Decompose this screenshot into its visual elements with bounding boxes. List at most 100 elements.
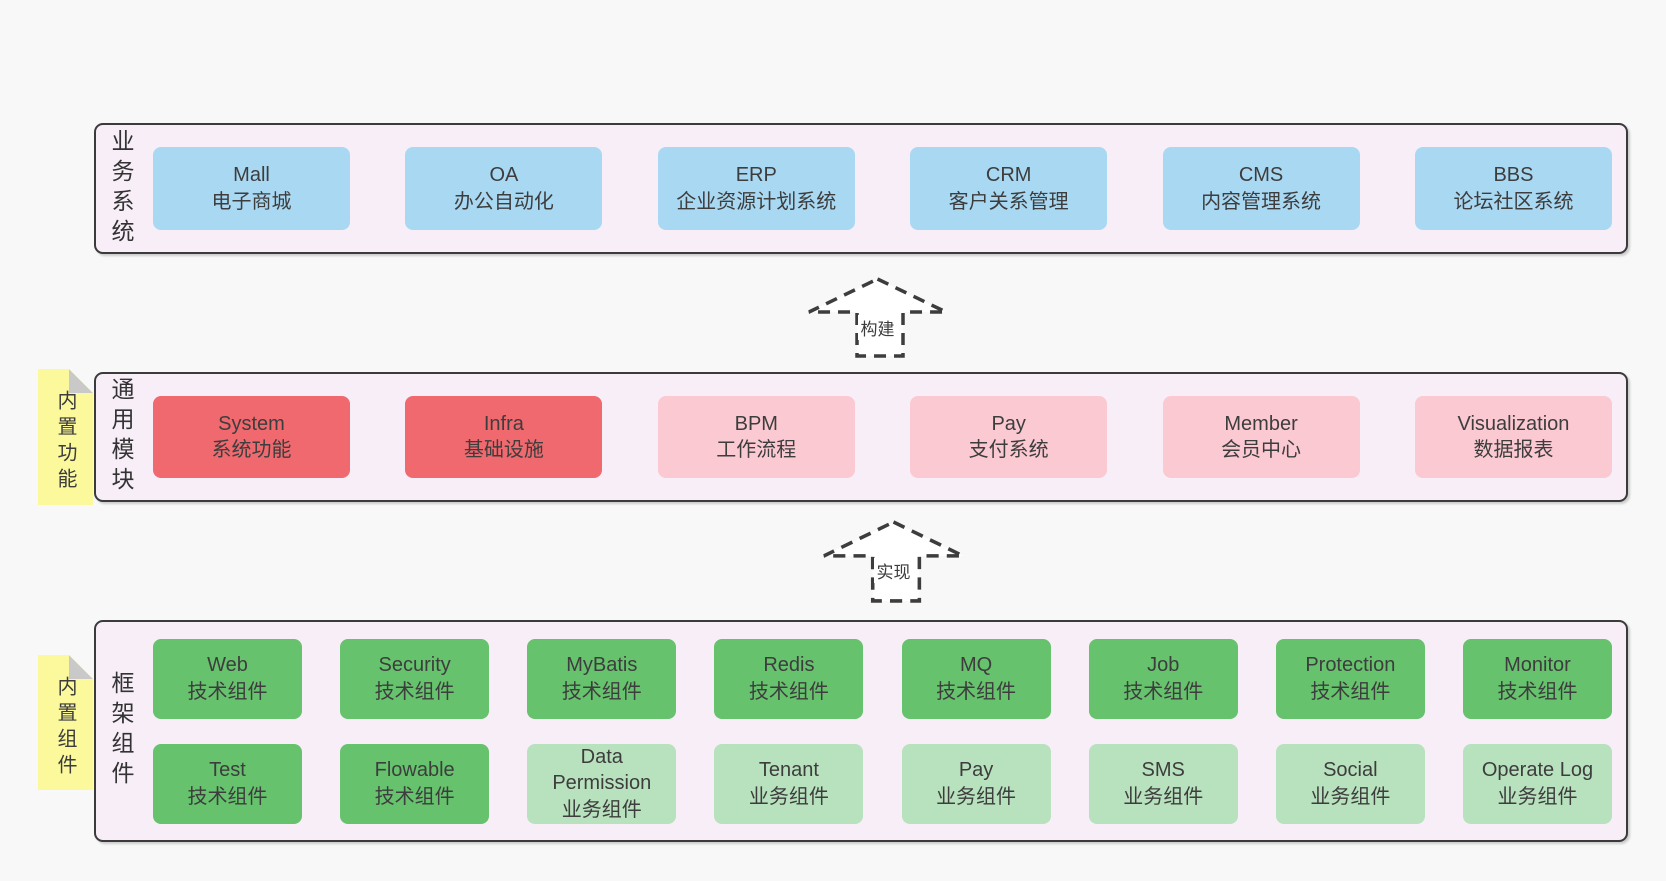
section-common-modules: 通用模块 System 系统功能 Infra 基础设施 BPM 工作流程 Pay 支付系统 Mem… xyxy=(94,372,1628,502)
box-bpm: BPM 工作流程 xyxy=(657,396,855,478)
box-subtitle: 技术组件 xyxy=(748,680,829,703)
section-label-framework-components: 框架组件 xyxy=(108,671,134,791)
box-title: Tenant xyxy=(758,759,819,782)
box-pay: Pay 支付系统 xyxy=(910,396,1108,478)
box-erp: ERP 企业资源计划系统 xyxy=(657,147,855,230)
box-subtitle: 业务组件 xyxy=(1123,785,1204,808)
box-title: CMS xyxy=(1238,164,1284,187)
arrow-label: 构建 xyxy=(857,315,898,340)
box-test: Test 技术组件 xyxy=(153,743,302,824)
box-title: Visualization xyxy=(1457,412,1570,435)
box-title: Security xyxy=(378,654,451,677)
box-title: Web xyxy=(207,654,248,677)
box-subtitle: 业务组件 xyxy=(748,785,829,808)
box-title: Flowable xyxy=(374,759,455,782)
box-subtitle: 技术组件 xyxy=(1497,680,1578,703)
box-social: Social 业务组件 xyxy=(1275,743,1425,824)
box-oa: OA 办公自动化 xyxy=(405,147,603,230)
section-label-business-systems: 业务系统 xyxy=(108,128,134,249)
box-subtitle: 技术组件 xyxy=(1310,680,1391,703)
box-bbs: BBS 论坛社区系统 xyxy=(1414,147,1612,230)
box-title: MyBatis xyxy=(566,654,638,677)
box-subtitle: 支付系统 xyxy=(968,439,1049,461)
box-row: Web 技术组件 Security 技术组件 MyBatis 技术组件 Redis 技术组件 M… xyxy=(153,638,1612,719)
box-tenant: Tenant 业务组件 xyxy=(714,743,864,824)
box-job: Job 技术组件 xyxy=(1088,638,1238,719)
box-title: Member xyxy=(1224,412,1298,435)
box-security: Security 技术组件 xyxy=(340,638,490,719)
box-title: Monitor xyxy=(1504,654,1571,677)
arrow-label: 实现 xyxy=(873,558,914,583)
box-subtitle: 业务组件 xyxy=(1310,785,1391,808)
box-subtitle: 业务组件 xyxy=(1497,785,1578,808)
section-rows: Web 技术组件 Security 技术组件 MyBatis 技术组件 Redis 技术组件 M… xyxy=(134,622,1626,840)
section-label-common-modules: 通用模块 xyxy=(108,377,134,497)
box-subtitle: 客户关系管理 xyxy=(948,190,1069,213)
section-rows: Mall 电子商城 OA 办公自动化 ERP 企业资源计划系统 CRM 客户关系管理 CMS 内容… xyxy=(134,125,1626,252)
box-pay: Pay 业务组件 xyxy=(901,743,1051,824)
box-web: Web 技术组件 xyxy=(153,638,302,719)
box-title: Social xyxy=(1323,759,1378,782)
box-title: ERP xyxy=(735,164,777,187)
box-subtitle: 技术组件 xyxy=(374,680,455,703)
box-title: Job xyxy=(1147,654,1180,677)
folded-corner-icon xyxy=(69,655,93,679)
box-title: Test xyxy=(209,759,246,782)
box-title: Redis xyxy=(763,654,815,677)
box-system: System 系统功能 xyxy=(153,396,350,478)
box-operate-log: Operate Log 业务组件 xyxy=(1462,743,1612,824)
box-title: BPM xyxy=(734,412,778,435)
sticky-note-framework-components: 内置组件 xyxy=(38,655,93,790)
box-title: Data Permission xyxy=(552,745,652,795)
box-member: Member 会员中心 xyxy=(1162,396,1360,478)
sticky-note-common-modules: 内置功能 xyxy=(38,369,93,505)
box-title: Pay xyxy=(958,759,994,782)
box-mq: MQ 技术组件 xyxy=(901,638,1051,719)
box-subtitle: 数据报表 xyxy=(1473,439,1554,461)
section-rows: System 系统功能 Infra 基础设施 BPM 工作流程 Pay 支付系统 Member 会… xyxy=(134,374,1626,500)
box-title: CRM xyxy=(985,164,1032,187)
box-row: Mall 电子商城 OA 办公自动化 ERP 企业资源计划系统 CRM 客户关系管理 CMS 内容… xyxy=(153,147,1612,230)
box-protection: Protection 技术组件 xyxy=(1275,638,1425,719)
box-title: SMS xyxy=(1141,759,1185,782)
box-visualization: Visualization 数据报表 xyxy=(1414,396,1612,478)
folded-corner-icon xyxy=(69,369,93,393)
box-subtitle: 企业资源计划系统 xyxy=(676,190,837,213)
box-title: Mall xyxy=(233,164,270,187)
box-subtitle: 技术组件 xyxy=(187,785,268,808)
box-crm: CRM 客户关系管理 xyxy=(910,147,1108,230)
box-subtitle: 业务组件 xyxy=(936,785,1017,808)
box-sms: SMS 业务组件 xyxy=(1088,743,1238,824)
box-subtitle: 论坛社区系统 xyxy=(1453,190,1574,213)
box-title: MQ xyxy=(959,654,993,677)
box-title: Operate Log xyxy=(1481,759,1594,782)
dashed-up-arrow-2: 实现 xyxy=(822,520,965,603)
box-subtitle: 电子商城 xyxy=(211,190,292,213)
box-subtitle: 内容管理系统 xyxy=(1201,190,1322,213)
box-subtitle: 业务组件 xyxy=(561,798,642,821)
box-subtitle: 办公自动化 xyxy=(453,190,554,213)
box-row: Test 技术组件 Flowable 技术组件 Data Permission 业务组件 T… xyxy=(153,743,1612,824)
box-data-permission: Data Permission 业务组件 xyxy=(527,743,677,824)
box-subtitle: 会员中心 xyxy=(1221,439,1302,461)
box-mybatis: MyBatis 技术组件 xyxy=(527,638,677,719)
box-redis: Redis 技术组件 xyxy=(714,638,864,719)
box-subtitle: 系统功能 xyxy=(211,439,292,461)
box-title: Protection xyxy=(1305,654,1396,677)
box-subtitle: 工作流程 xyxy=(716,439,797,461)
dashed-up-arrow-1: 构建 xyxy=(807,277,948,358)
box-title: Infra xyxy=(483,412,524,435)
box-title: BBS xyxy=(1493,164,1534,187)
box-row: System 系统功能 Infra 基础设施 BPM 工作流程 Pay 支付系统 Member 会… xyxy=(153,396,1612,478)
box-title: System xyxy=(218,412,285,435)
sticky-label: 内置功能 xyxy=(54,390,76,494)
box-title: OA xyxy=(489,164,519,187)
section-business-systems: 业务系统 Mall 电子商城 OA 办公自动化 ERP 企业资源计划系统 CRM 客户关系管理 C… xyxy=(94,123,1628,254)
box-subtitle: 基础设施 xyxy=(463,439,544,461)
box-subtitle: 技术组件 xyxy=(187,680,268,703)
box-flowable: Flowable 技术组件 xyxy=(340,743,490,824)
section-framework-components: 框架组件 Web 技术组件 Security 技术组件 MyBatis 技术组件 Redis 技… xyxy=(94,620,1628,842)
box-infra: Infra 基础设施 xyxy=(405,396,603,478)
box-subtitle: 技术组件 xyxy=(936,680,1017,703)
